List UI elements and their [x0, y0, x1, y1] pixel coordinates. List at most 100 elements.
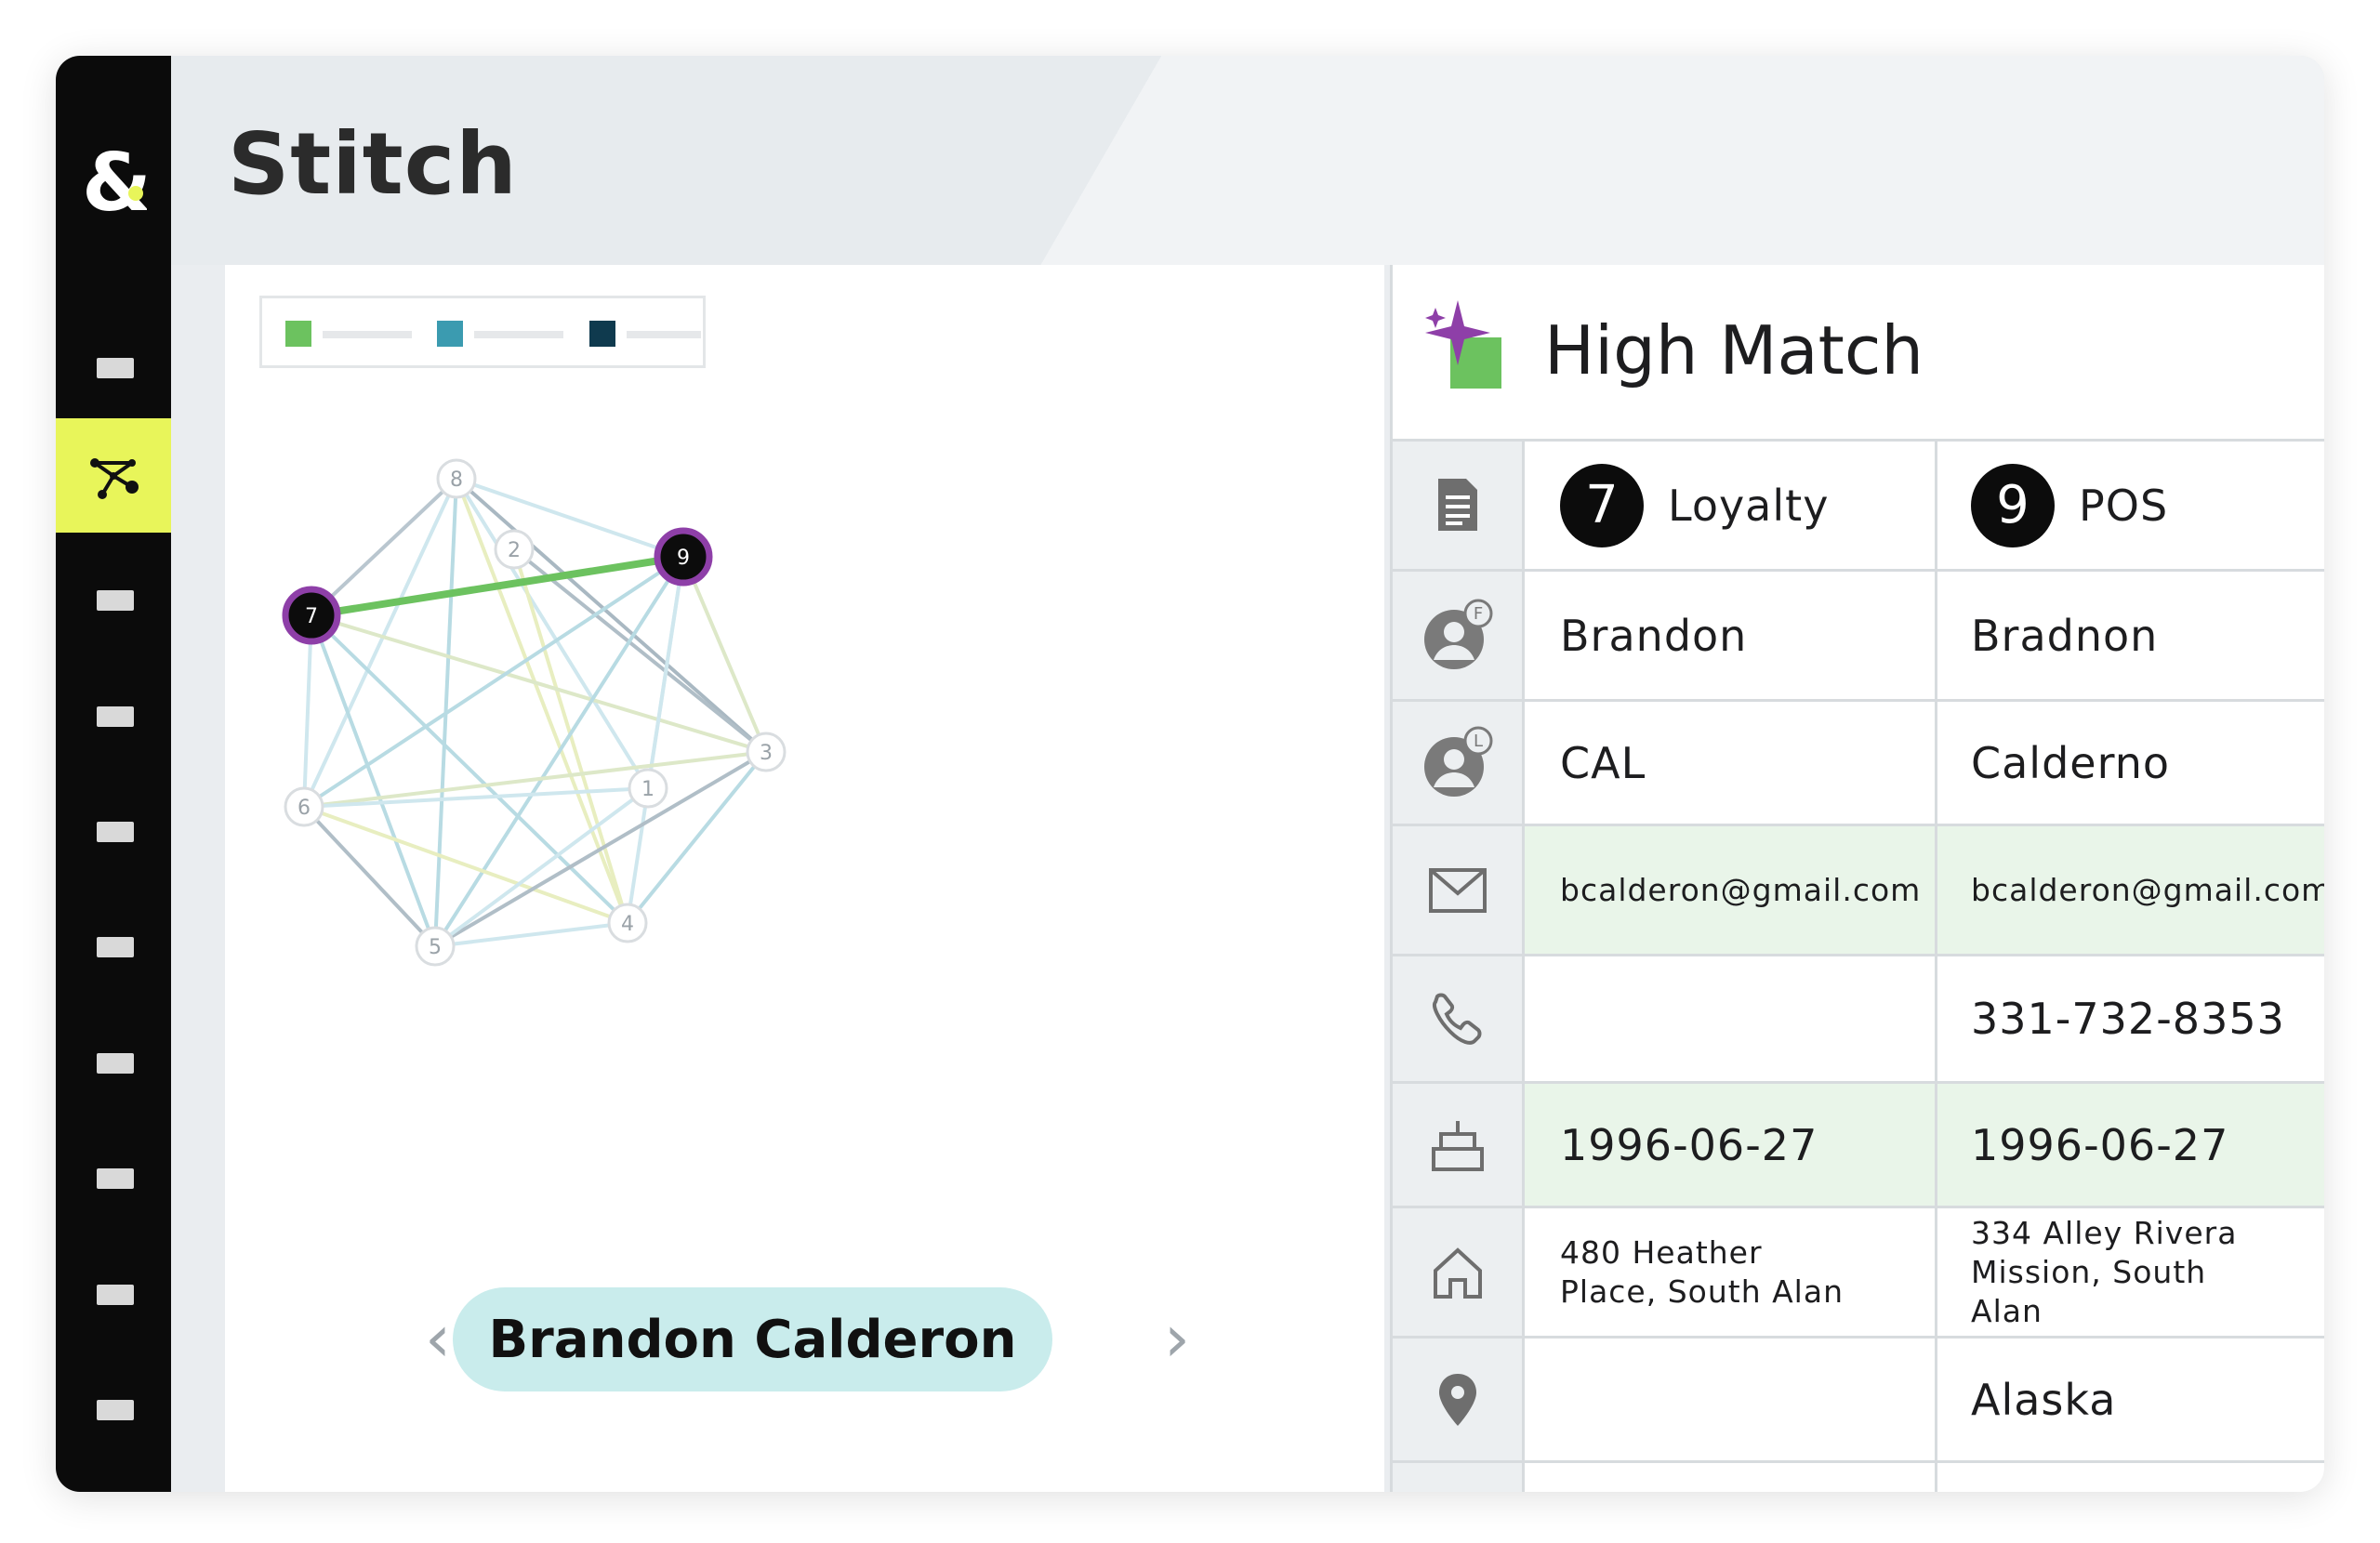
graph-edge: [433, 750, 768, 948]
network-graph-icon: [90, 457, 139, 499]
graph-node-label: 9: [677, 547, 690, 570]
field-row-email: bcalderon@gmail.com bcalderon@gmail.com: [1393, 826, 2324, 956]
field-value-a: Brandon: [1525, 572, 1937, 699]
graph-node-3[interactable]: 3: [746, 732, 787, 772]
location-pin-icon: [1393, 1339, 1525, 1460]
sidebar-item-1[interactable]: [97, 358, 134, 378]
graph-edge: [456, 477, 684, 559]
source-label-b: POS: [2079, 480, 2169, 531]
sidebar-item-3[interactable]: [97, 590, 134, 611]
graph-node-label: 7: [305, 605, 318, 628]
row-icon-cell: [1393, 1463, 1525, 1492]
chevron-left-icon[interactable]: ‹: [425, 1300, 451, 1377]
graph-edge: [310, 477, 458, 617]
field-value-b: bcalderon@gmail.com: [1937, 826, 2324, 954]
graph-node-label: 4: [621, 913, 634, 936]
sidebar-item-7[interactable]: [97, 1053, 134, 1074]
graph-node-label: 6: [298, 797, 311, 820]
sidebar-item-8[interactable]: [97, 1168, 134, 1189]
field-value-b: 334 Alley Rivera Mission, South Alan: [1971, 1214, 2238, 1329]
match-title: High Match: [1544, 311, 1924, 389]
legend-label-placeholder: [323, 331, 412, 338]
sidebar-item-5[interactable]: [97, 822, 134, 842]
graph-edge: [646, 556, 685, 789]
legend-swatch-navy: [589, 321, 615, 347]
field-value-a: [1525, 956, 1937, 1081]
record-graph[interactable]: 1 2 3 4 5 6 7 8 9: [225, 265, 1384, 1287]
field-row-phone: 331-732-8353: [1393, 956, 2324, 1084]
graph-edge: [455, 477, 768, 754]
sources-row: 7 Loyalty 9 POS: [1393, 442, 2324, 572]
field-value-b: Bradnon: [1971, 610, 2159, 661]
graph-edge: [302, 614, 313, 808]
legend-swatch-green: [285, 321, 311, 347]
graph-edge: [681, 556, 768, 753]
graph-edge: [433, 786, 650, 948]
field-value-b: 1996-06-27: [1937, 1084, 2324, 1206]
field-value-b: Alaska: [1971, 1374, 2117, 1425]
graph-node-label: 5: [429, 936, 442, 959]
graph-edge: [311, 613, 767, 754]
field-value-a: 480 Heather Place, South Alan: [1525, 1208, 1937, 1336]
graph-edge: [310, 613, 629, 925]
graph-edge: [310, 614, 437, 947]
field-value-a: CAL: [1525, 702, 1937, 824]
graph-edge: [303, 805, 628, 925]
field-row-last-name: L CAL Calderno: [1393, 702, 2324, 826]
graph-node-9[interactable]: 9: [654, 527, 713, 587]
graph-node-7[interactable]: 7: [282, 586, 341, 645]
graph-node-2[interactable]: 2: [494, 529, 535, 570]
first-name-icon: F: [1393, 572, 1525, 699]
graph-node-6[interactable]: 6: [284, 786, 324, 827]
graph-node-5[interactable]: 5: [415, 926, 456, 967]
sparkle-match-icon: [1421, 300, 1514, 393]
graph-node-label: 2: [508, 539, 521, 562]
field-value-a: [1525, 1463, 1937, 1492]
graph-node-8[interactable]: 8: [436, 458, 477, 499]
graph-node-1[interactable]: 1: [628, 768, 668, 809]
page-title: Stitch: [228, 114, 518, 214]
field-value-a: [1525, 1339, 1937, 1460]
sidebar-item-6[interactable]: [97, 937, 134, 957]
graph-legend: [259, 296, 706, 368]
svg-text:L: L: [1473, 732, 1482, 751]
header-background-accent: [56, 56, 2324, 265]
field-value-a: bcalderon@gmail.com: [1525, 826, 1937, 954]
graph-edge: [302, 478, 458, 808]
graph-node-4[interactable]: 4: [607, 903, 648, 943]
field-value-b: Calderno: [1971, 737, 2170, 788]
source-badge-b: 9: [1971, 463, 2055, 547]
legend-swatch-teal: [437, 321, 463, 347]
sidebar-item-4[interactable]: [97, 706, 134, 727]
email-icon: [1393, 826, 1525, 954]
graph-edge: [302, 555, 685, 809]
field-row-location: Alaska: [1393, 1339, 2324, 1463]
field-row-address: 480 Heather Place, South Alan 334 Alley …: [1393, 1208, 2324, 1339]
ampersand-logo-icon[interactable]: &: [82, 136, 152, 230]
chevron-right-icon[interactable]: ›: [1164, 1300, 1190, 1377]
field-row-first-name: F Brandon Bradnon: [1393, 572, 2324, 702]
source-label-a: Loyalty: [1668, 480, 1830, 531]
graph-edge: [433, 555, 685, 948]
app-window: & Stitch: [56, 56, 2324, 1492]
sidebar-item-10[interactable]: [97, 1400, 134, 1420]
svg-text:F: F: [1473, 604, 1482, 624]
field-row-birthdate: 1996-06-27 1996-06-27: [1393, 1084, 2324, 1208]
graph-edge-match: [311, 553, 684, 619]
legend-label-placeholder: [627, 331, 701, 338]
last-name-icon: L: [1393, 702, 1525, 824]
graph-edge: [302, 805, 437, 948]
legend-label-placeholder: [474, 331, 563, 338]
graph-edge: [512, 547, 768, 754]
graph-node-label: 8: [450, 468, 463, 492]
match-header: High Match: [1393, 265, 2324, 442]
home-icon: [1393, 1208, 1525, 1336]
sidebar-item-stitch-active[interactable]: [56, 418, 171, 533]
sidebar-item-9[interactable]: [97, 1285, 134, 1305]
birthday-cake-icon: [1393, 1084, 1525, 1206]
person-name-pill[interactable]: Brandon Calderon: [453, 1287, 1052, 1391]
sidebar: &: [56, 56, 171, 1492]
graph-edge: [455, 477, 650, 790]
graph-edge: [434, 921, 628, 948]
graph-edge: [626, 750, 768, 925]
